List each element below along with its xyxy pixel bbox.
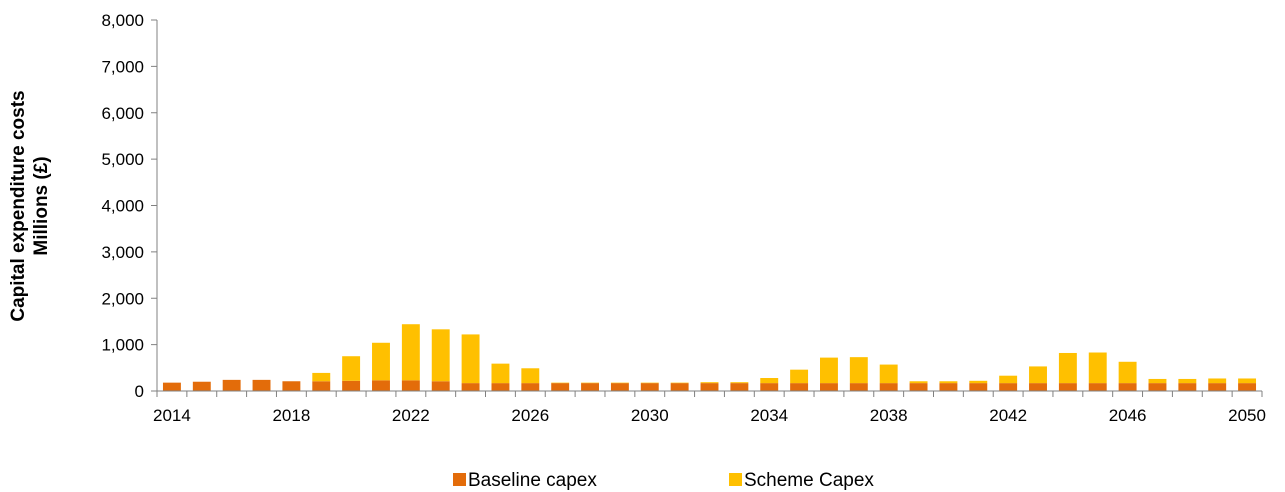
bar-baseline-2041 bbox=[969, 383, 988, 391]
y-tick-label: 6,000 bbox=[101, 104, 144, 123]
bar-scheme-2048 bbox=[1178, 378, 1197, 384]
bar-scheme-2037 bbox=[849, 357, 868, 384]
x-tick-label: 2034 bbox=[750, 406, 788, 425]
bar-baseline-2030 bbox=[640, 383, 659, 391]
legend-label-scheme: Scheme Capex bbox=[744, 470, 874, 491]
bar-scheme-2020 bbox=[342, 356, 361, 381]
bar-scheme-2046 bbox=[1118, 361, 1137, 384]
bar-scheme-2040 bbox=[939, 381, 958, 384]
bar-baseline-2032 bbox=[700, 383, 719, 391]
bar-scheme-2036 bbox=[820, 357, 838, 384]
bar-scheme-2024 bbox=[461, 334, 480, 384]
bar-baseline-2036 bbox=[820, 383, 838, 391]
plot-area: 0 1,000 2,000 3,000 4,000 5,000 6,000 7,000 8,00… bbox=[101, 11, 1266, 425]
y-tick-label: 4,000 bbox=[101, 197, 144, 216]
bar-baseline-2040 bbox=[939, 383, 958, 391]
y-axis-title-line-2: Millions (£) bbox=[31, 156, 52, 255]
x-tick-label: 2014 bbox=[153, 406, 191, 425]
bar-baseline-2044 bbox=[1058, 383, 1077, 391]
bar-baseline-2034 bbox=[760, 383, 779, 391]
bar-baseline-2024 bbox=[461, 383, 480, 391]
bar-baseline-2038 bbox=[879, 383, 898, 391]
bar-baseline-2031 bbox=[670, 383, 689, 391]
bar-baseline-2015 bbox=[192, 381, 211, 391]
y-tick-label: 5,000 bbox=[101, 150, 144, 169]
bar-baseline-2035 bbox=[790, 383, 809, 391]
bar-baseline-2019 bbox=[312, 381, 331, 391]
bar-baseline-2046 bbox=[1118, 383, 1137, 391]
bar-baseline-2029 bbox=[610, 383, 629, 391]
bar-scheme-2026 bbox=[521, 368, 540, 384]
bar-scheme-2045 bbox=[1088, 352, 1107, 384]
bar-scheme-2047 bbox=[1148, 378, 1167, 384]
x-tick-label: 2030 bbox=[631, 406, 669, 425]
bar-scheme-2034 bbox=[760, 378, 779, 384]
bar-baseline-2027 bbox=[551, 383, 570, 391]
bar-scheme-2019 bbox=[312, 372, 331, 382]
bar-baseline-2014 bbox=[162, 382, 181, 391]
y-tick-label: 2,000 bbox=[101, 289, 144, 308]
bar-baseline-2023 bbox=[431, 381, 450, 391]
bar-baseline-2050 bbox=[1238, 383, 1257, 391]
bar-baseline-2028 bbox=[581, 383, 599, 391]
bar-scheme-2023 bbox=[431, 329, 450, 382]
y-tick-label: 0 bbox=[135, 382, 144, 401]
bar-baseline-2018 bbox=[282, 381, 301, 391]
bar-baseline-2022 bbox=[401, 380, 420, 391]
bar-scheme-2039 bbox=[909, 381, 928, 384]
bar-baseline-2048 bbox=[1178, 383, 1197, 391]
bar-scheme-2041 bbox=[969, 380, 988, 384]
x-tick-label: 2018 bbox=[272, 406, 310, 425]
bar-baseline-2026 bbox=[521, 383, 540, 391]
bar-baseline-2045 bbox=[1088, 383, 1107, 391]
bar-baseline-2033 bbox=[730, 383, 749, 391]
bar-baseline-2037 bbox=[849, 383, 868, 391]
bar-scheme-2049 bbox=[1208, 378, 1227, 384]
x-tick-label: 2026 bbox=[511, 406, 549, 425]
bar-baseline-2025 bbox=[491, 383, 510, 391]
bar-scheme-2025 bbox=[491, 363, 510, 384]
bar-scheme-2022 bbox=[401, 324, 420, 381]
bar-scheme-2033 bbox=[730, 382, 749, 384]
bar-scheme-2043 bbox=[1029, 366, 1047, 384]
bar-scheme-2038 bbox=[879, 364, 898, 384]
bar-scheme-2035 bbox=[790, 369, 809, 384]
bar-scheme-2021 bbox=[372, 342, 390, 381]
bar-baseline-2020 bbox=[342, 380, 361, 391]
bar-scheme-2044 bbox=[1058, 352, 1077, 384]
bar-baseline-2049 bbox=[1208, 383, 1227, 391]
y-axis-title: Capital expenditure costs Millions (£) bbox=[8, 90, 52, 321]
bar-scheme-2032 bbox=[700, 382, 719, 384]
legend-label-baseline: Baseline capex bbox=[468, 470, 597, 491]
bar-scheme-2050 bbox=[1238, 378, 1257, 384]
y-tick-label: 1,000 bbox=[101, 336, 144, 355]
bar-baseline-2047 bbox=[1148, 383, 1167, 391]
legend: Baseline capex Scheme Capex bbox=[453, 470, 874, 491]
bar-baseline-2021 bbox=[372, 380, 390, 391]
bar-baseline-2016 bbox=[222, 379, 241, 391]
y-tick-label: 3,000 bbox=[101, 243, 144, 262]
x-tick-label: 2042 bbox=[989, 406, 1027, 425]
legend-swatch-scheme bbox=[729, 473, 742, 486]
legend-swatch-baseline bbox=[453, 473, 466, 486]
x-tick-label: 2022 bbox=[392, 406, 430, 425]
bar-baseline-2042 bbox=[999, 383, 1018, 391]
y-tick-label: 7,000 bbox=[101, 57, 144, 76]
bar-baseline-2039 bbox=[909, 383, 928, 391]
y-tick-label: 8,000 bbox=[101, 11, 144, 30]
bar-baseline-2017 bbox=[252, 379, 271, 391]
x-tick-label: 2038 bbox=[870, 406, 908, 425]
x-tick-label: 2050 bbox=[1228, 406, 1266, 425]
bar-baseline-2043 bbox=[1029, 383, 1047, 391]
x-tick-label: 2046 bbox=[1109, 406, 1147, 425]
y-axis-title-line-1: Capital expenditure costs bbox=[8, 90, 29, 321]
bar-scheme-2042 bbox=[999, 375, 1018, 384]
